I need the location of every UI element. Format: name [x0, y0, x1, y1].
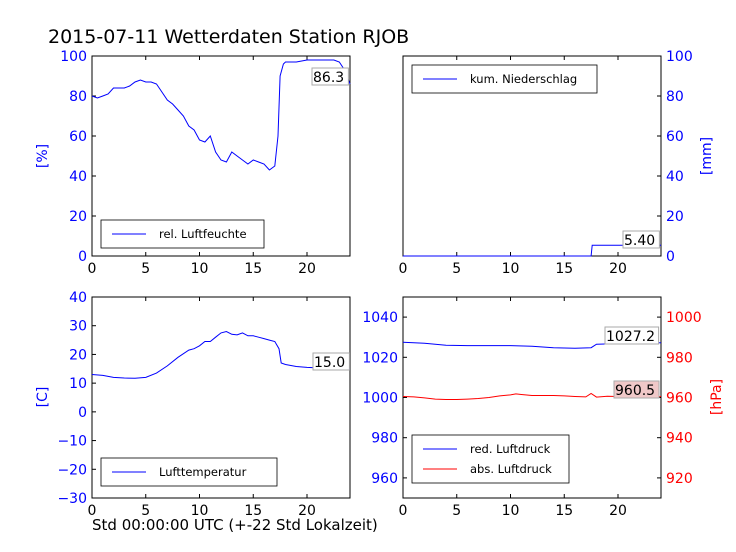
temperature-y-tick-label: −20: [57, 462, 87, 478]
pressure-left-y-tick-label: 1000: [362, 391, 398, 407]
pressure-x-tick-label: 5: [452, 503, 461, 519]
humidity-annotation-box: [311, 67, 349, 86]
temperature-y-tick-label: 10: [69, 376, 87, 392]
humidity-y-tick-label: 0: [78, 249, 87, 265]
temperature-y-tick-label: −10: [57, 434, 87, 450]
x-axis-label: Std 00:00:00 UTC (+-22 Std Lokalzeit): [92, 516, 378, 534]
humidity-x-tick-label: 5: [141, 261, 150, 277]
precipitation-x-tick-label: 5: [452, 261, 461, 277]
pressure-right-y-tick-label: 920: [666, 471, 693, 487]
temperature-plot-frame: [91, 296, 351, 499]
precipitation-y-axis-label: [mm]: [699, 137, 715, 175]
precipitation-annotation-box: [622, 230, 660, 249]
temperature-x-tick-label: 20: [298, 503, 316, 519]
humidity-y-tick-label: 40: [69, 169, 87, 185]
humidity-y-tick-label: 80: [69, 89, 87, 105]
precipitation-series-line: [403, 244, 661, 257]
humidity-x-tick-label: 10: [191, 261, 209, 277]
pressure-left-y-tick-label: 980: [371, 431, 398, 447]
pressure-x-tick-label: 15: [555, 503, 573, 519]
figure-title: 2015-07-11 Wetterdaten Station RJOB: [48, 26, 410, 48]
humidity-annotation: 86.3: [313, 70, 344, 86]
precipitation-y-tick-label: 60: [666, 129, 684, 145]
precipitation-annotation: 5.40: [624, 233, 655, 249]
humidity-y-axis-label: [%]: [35, 144, 51, 168]
humidity-y-tick-label: 60: [69, 129, 87, 145]
pressure-left-y-tick-label: 1040: [362, 310, 398, 326]
humidity-x-tick-label: 20: [298, 261, 316, 277]
humidity-y-tick-label: 100: [60, 49, 87, 65]
pressure-x-tick-label: 20: [609, 503, 627, 519]
pressure-abs-annotation-box: [613, 380, 660, 399]
precipitation-x-tick-label: 20: [609, 261, 627, 277]
pressure-right-y-tick-label: 960: [666, 391, 693, 407]
temperature-x-tick-label: 5: [141, 503, 150, 519]
temperature-legend-box: [100, 457, 278, 487]
pressure-y-axis-label: [hPa]: [709, 379, 725, 415]
temperature-y-tick-label: 0: [78, 405, 87, 421]
pressure-red-annotation: 1027.2: [606, 329, 655, 345]
precipitation-x-tick-label: 0: [399, 261, 408, 277]
precipitation-y-tick-label: 0: [666, 249, 675, 265]
precipitation-y-tick-label: 40: [666, 169, 684, 185]
temperature-y-tick-label: 40: [69, 290, 87, 306]
humidity-legend-label: rel. Luftfeuchte: [159, 227, 247, 241]
humidity-x-tick-label: 0: [88, 261, 97, 277]
pressure-x-tick-label: 0: [399, 503, 408, 519]
pressure-legend-label: red. Luftdruck: [470, 442, 551, 456]
precipitation-x-tick-label: 10: [502, 261, 520, 277]
pressure-x-tick-label: 10: [502, 503, 520, 519]
humidity-x-tick-label: 15: [244, 261, 262, 277]
humidity-plot-frame: [91, 55, 351, 257]
temperature-x-tick-label: 0: [88, 503, 97, 519]
temperature-annotation-box: [312, 352, 350, 371]
humidity-series-line: [91, 59, 351, 171]
temperature-x-tick-label: 10: [191, 503, 209, 519]
pressure-right-y-tick-label: 940: [666, 431, 693, 447]
pressure-red-annotation-box: [604, 326, 660, 345]
pressure-legend-label: abs. Luftdruck: [470, 462, 552, 476]
pressure-left-y-tick-label: 960: [371, 471, 398, 487]
precipitation-y-tick-label: 20: [666, 209, 684, 225]
precipitation-y-tick-label: 100: [666, 49, 693, 65]
temperature-y-tick-label: 30: [69, 319, 87, 335]
pressure-right-y-tick-label: 980: [666, 350, 693, 366]
precipitation-legend-label: kum. Niederschlag: [470, 72, 577, 86]
pressure-abs-annotation: 960.5: [615, 383, 655, 399]
temperature-series-line: [91, 330, 351, 379]
temperature-legend-label: Lufttemperatur: [159, 465, 247, 479]
precipitation-y-tick-label: 80: [666, 89, 684, 105]
precipitation-x-tick-label: 15: [555, 261, 573, 277]
pressure-right-y-tick-label: 1000: [666, 310, 702, 326]
temperature-annotation: 15.0: [314, 355, 345, 371]
temperature-y-axis-label: [C]: [35, 387, 51, 408]
humidity-y-tick-label: 20: [69, 209, 87, 225]
temperature-y-tick-label: 20: [69, 347, 87, 363]
temperature-y-tick-label: −30: [57, 491, 87, 507]
temperature-x-tick-label: 15: [244, 503, 262, 519]
pressure-left-y-tick-label: 1020: [362, 350, 398, 366]
pressure-legend-box: [411, 434, 570, 484]
